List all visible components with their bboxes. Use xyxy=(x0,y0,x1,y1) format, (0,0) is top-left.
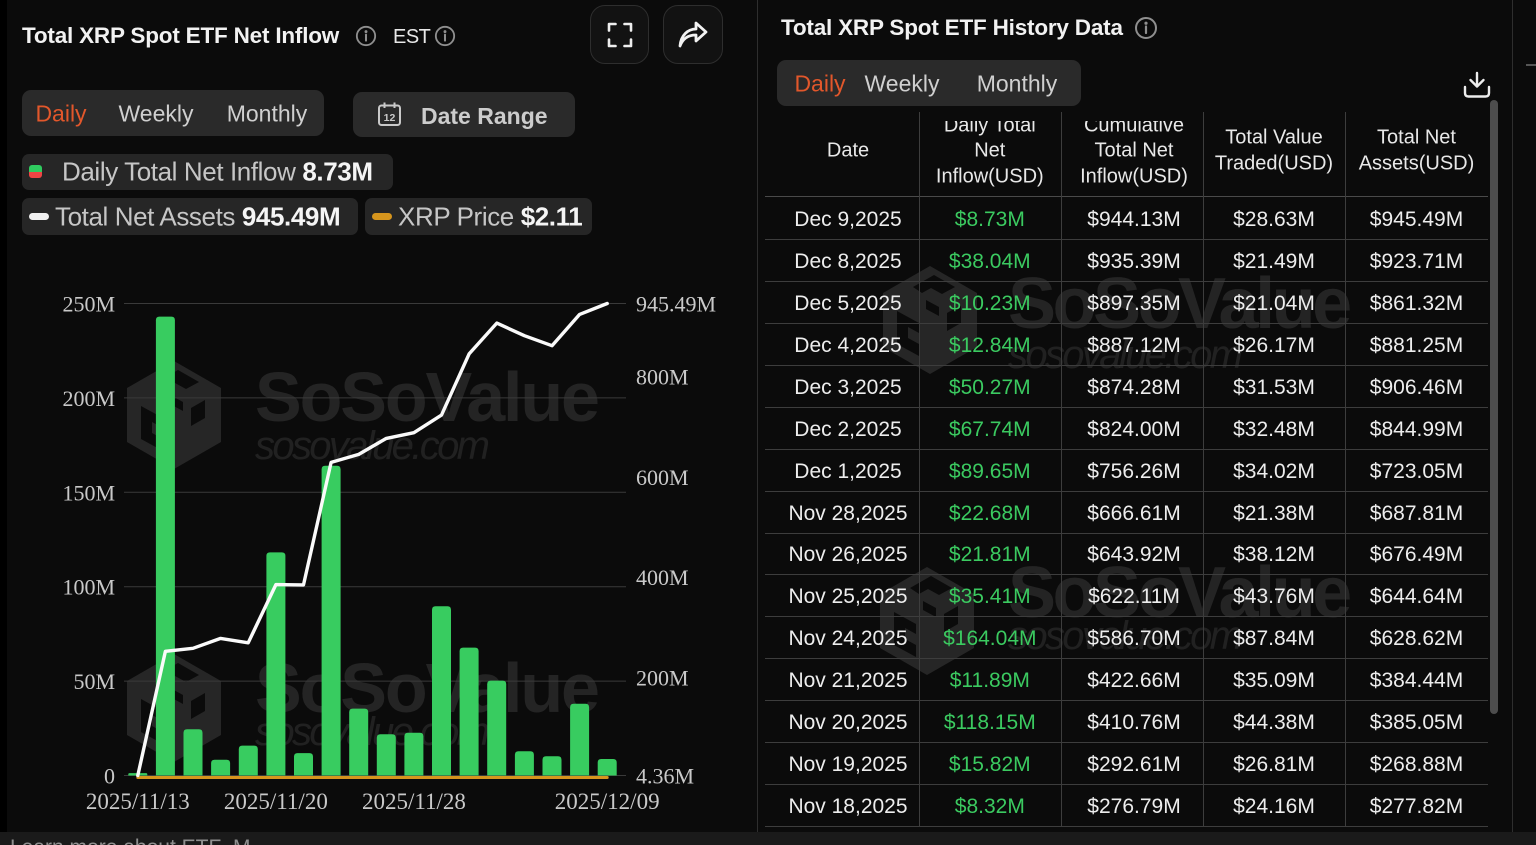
svg-text:12: 12 xyxy=(384,112,396,124)
svg-text:945.49M: 945.49M xyxy=(636,292,716,317)
svg-text:4.36M: 4.36M xyxy=(636,764,694,789)
svg-text:2025/11/28: 2025/11/28 xyxy=(362,789,466,814)
svg-text:600M: 600M xyxy=(636,465,689,490)
svg-text:0: 0 xyxy=(104,764,115,789)
svg-text:800M: 800M xyxy=(636,365,689,390)
svg-text:200M: 200M xyxy=(636,665,689,690)
svg-text:400M: 400M xyxy=(636,565,689,590)
svg-text:100M: 100M xyxy=(62,575,115,600)
svg-text:2025/12/09: 2025/12/09 xyxy=(555,789,660,814)
svg-text:2025/11/20: 2025/11/20 xyxy=(224,789,328,814)
svg-text:150M: 150M xyxy=(62,480,115,505)
svg-text:200M: 200M xyxy=(62,386,115,411)
svg-text:2025/11/13: 2025/11/13 xyxy=(86,789,190,814)
svg-text:250M: 250M xyxy=(62,292,115,317)
svg-text:50M: 50M xyxy=(73,669,115,694)
